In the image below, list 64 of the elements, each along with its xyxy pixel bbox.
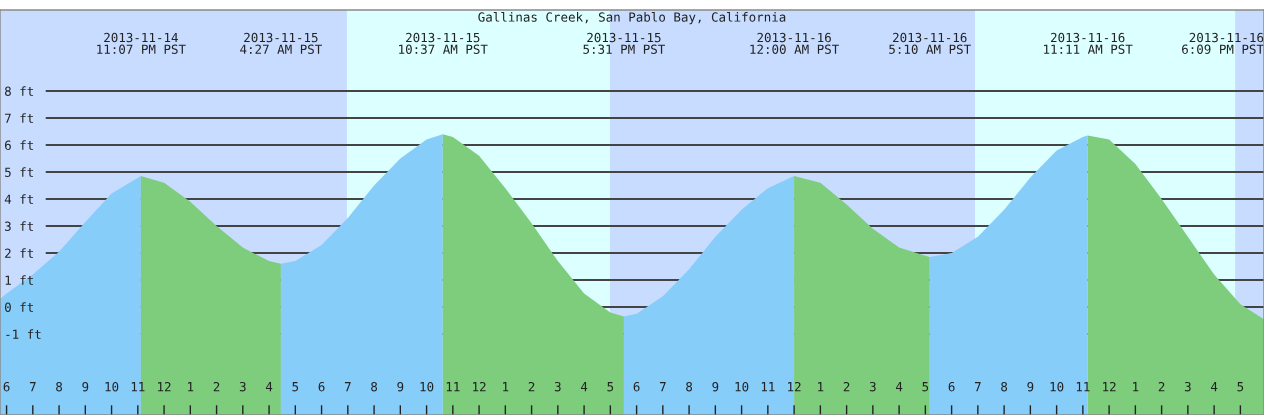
x-tick-label: 4 bbox=[265, 382, 273, 392]
annotation: 2013-11-16 12:00 AM PST bbox=[750, 32, 839, 54]
annotation: 2013-11-16 6:09 PM PST bbox=[1182, 32, 1264, 54]
x-tick-label: 1 bbox=[818, 382, 824, 392]
x-tick-label: 4 bbox=[895, 382, 903, 392]
y-tick-label: -1 ft bbox=[6, 329, 41, 339]
x-tick-label: 3 bbox=[554, 381, 561, 392]
annotation: 2013-11-16 11:11 AM PST bbox=[1044, 32, 1133, 54]
y-tick-label: 3 ft bbox=[5, 221, 34, 231]
x-tick-label: 10 bbox=[735, 381, 749, 392]
x-tick-label: 2 bbox=[843, 381, 850, 392]
x-tick-label: 10 bbox=[105, 381, 119, 392]
x-tick-label: 1 bbox=[1133, 382, 1139, 392]
x-tick-label: 5 bbox=[1237, 382, 1244, 392]
y-tick-label: 4 ft bbox=[4, 194, 34, 204]
x-tick-label: 10 bbox=[1050, 381, 1064, 392]
y-tick-label: 2 ft bbox=[5, 248, 34, 258]
x-tick-label: 9 bbox=[712, 381, 719, 392]
x-tick-label: 9 bbox=[397, 381, 404, 392]
x-tick-label: 11 bbox=[761, 382, 775, 392]
x-tick-label: 1 bbox=[503, 382, 509, 392]
annotation: 2013-11-15 5:31 PM PST bbox=[583, 32, 666, 54]
x-tick-label: 3 bbox=[239, 381, 246, 392]
x-tick-label: 2 bbox=[1158, 381, 1165, 392]
x-tick-label: 6 bbox=[318, 381, 325, 392]
x-tick-label: 7 bbox=[29, 382, 36, 392]
chart-title: Gallinas Creek, San Pablo Bay, California bbox=[478, 12, 786, 25]
x-tick-label: 12 bbox=[473, 381, 486, 392]
x-tick-label: 2 bbox=[528, 381, 535, 392]
y-tick-label: 5 ft bbox=[5, 167, 34, 177]
x-tick-label: 6 bbox=[3, 381, 10, 392]
x-tick-label: 6 bbox=[633, 381, 640, 392]
x-tick-label: 8 bbox=[56, 381, 63, 392]
x-tick-label: 5 bbox=[922, 382, 929, 392]
x-tick-label: 7 bbox=[974, 382, 981, 392]
y-tick-label: 8 ft bbox=[4, 86, 34, 96]
x-tick-label: 6 bbox=[948, 381, 955, 392]
x-tick-label: 5 bbox=[292, 382, 299, 392]
x-tick-label: 1 bbox=[188, 382, 194, 392]
y-tick-label: 1 ft bbox=[5, 275, 34, 285]
annotation: 2013-11-15 10:37 AM PST bbox=[399, 32, 488, 54]
annotation: 2013-11-15 4:27 AM PST bbox=[240, 32, 322, 54]
y-tick-label: 0 ft bbox=[4, 302, 34, 312]
x-tick-label: 9 bbox=[1027, 381, 1034, 392]
x-tick-label: 2 bbox=[213, 381, 220, 392]
annotation: 2013-11-14 11:07 PM PST bbox=[97, 32, 186, 54]
y-tick-label: 6 ft bbox=[4, 140, 34, 150]
x-tick-label: 8 bbox=[371, 381, 378, 392]
x-tick-label: 11 bbox=[446, 382, 460, 392]
x-tick-label: 4 bbox=[580, 382, 588, 392]
x-tick-label: 9 bbox=[82, 381, 89, 392]
x-tick-label: 7 bbox=[659, 382, 666, 392]
x-tick-label: 7 bbox=[344, 382, 351, 392]
x-tick-label: 12 bbox=[158, 381, 171, 392]
annotation: 2013-11-16 5:10 AM PST bbox=[889, 32, 971, 54]
x-tick-label: 5 bbox=[607, 382, 614, 392]
x-tick-label: 8 bbox=[1001, 381, 1008, 392]
x-tick-label: 10 bbox=[420, 381, 434, 392]
x-tick-label: 3 bbox=[869, 381, 876, 392]
x-tick-label: 4 bbox=[1210, 382, 1218, 392]
x-tick-label: 8 bbox=[686, 381, 693, 392]
x-tick-label: 3 bbox=[1184, 381, 1191, 392]
x-tick-label: 12 bbox=[1103, 381, 1116, 392]
y-tick-label: 7 ft bbox=[5, 113, 34, 123]
